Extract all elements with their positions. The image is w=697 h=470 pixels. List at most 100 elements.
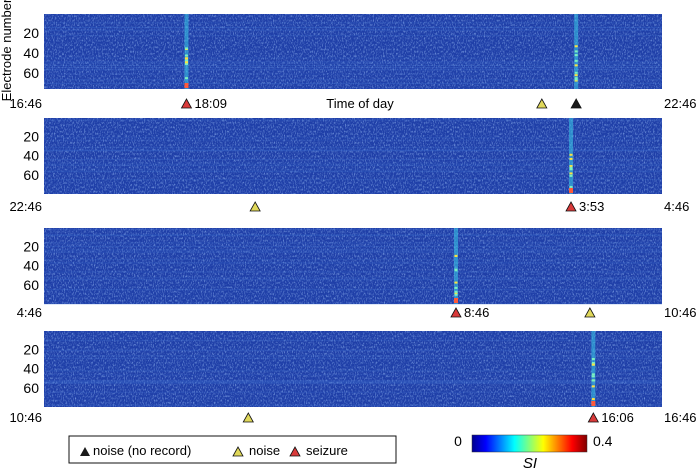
event-hotspot <box>454 268 458 271</box>
electrode-stripe <box>44 82 662 84</box>
electrode-stripe <box>44 57 662 59</box>
marker-seizure-icon <box>565 201 577 212</box>
electrode-stripe <box>44 171 662 173</box>
marker-noise-no-record-icon <box>570 98 582 109</box>
electrode-stripe <box>44 34 662 36</box>
event-hotspot <box>591 385 595 388</box>
electrode-stripe <box>44 150 662 152</box>
electrode-stripe <box>44 149 662 151</box>
electrode-stripe <box>44 158 662 160</box>
electrode-stripe <box>44 179 662 181</box>
event-hotspot <box>454 281 458 284</box>
event-hotspot <box>184 61 188 64</box>
colorbar-min-label: 0 <box>454 433 462 449</box>
legend-noise-icon <box>232 446 244 457</box>
event-hotspot <box>574 50 578 53</box>
electrode-stripe <box>44 26 662 28</box>
event-hotspot <box>569 157 573 160</box>
y-tick-label: 40 <box>23 45 39 61</box>
electrode-stripe <box>44 340 662 342</box>
electrode-stripe <box>44 69 662 71</box>
electrode-stripe <box>44 303 662 305</box>
electrode-stripe <box>44 249 662 251</box>
event-hotspot <box>574 74 578 77</box>
event-hotspot <box>569 174 573 177</box>
event-hotspot <box>454 293 458 296</box>
electrode-stripe <box>44 22 662 24</box>
electrode-stripe <box>44 170 662 172</box>
event-column <box>591 331 596 407</box>
event-hotspot <box>184 54 188 57</box>
electrode-stripe <box>44 374 662 376</box>
event-column <box>184 14 189 89</box>
electrode-stripe <box>44 64 662 66</box>
seizure-time-label: 16:06 <box>601 410 634 425</box>
electrode-stripe <box>44 164 662 166</box>
electrode-stripe <box>44 370 662 372</box>
event-hotspot <box>184 57 188 60</box>
electrode-stripe <box>44 382 662 384</box>
legend-noise-label: noise <box>249 443 280 458</box>
electrode-stripe <box>44 242 662 244</box>
heatmap-texture <box>44 14 662 89</box>
electrode-stripe <box>44 349 662 351</box>
electrode-stripe <box>44 137 662 139</box>
electrode-stripe <box>44 391 662 393</box>
panel-start-time: 4:46 <box>17 305 42 320</box>
marker-seizure-icon <box>180 98 193 109</box>
panel-end-time: 16:46 <box>664 410 697 425</box>
electrode-stripe <box>44 382 662 384</box>
electrode-stripe <box>44 251 662 253</box>
electrode-stripe <box>44 139 662 141</box>
y-tick-label: 20 <box>23 25 39 41</box>
y-tick-label: 40 <box>23 148 39 164</box>
y-axis-label: Electrode number <box>0 0 14 101</box>
electrode-stripe <box>44 350 662 352</box>
event-hotspot <box>454 292 458 295</box>
electrode-stripe <box>44 404 662 406</box>
electrode-stripe <box>44 79 662 81</box>
panel-end-time: 22:46 <box>664 96 697 111</box>
marker-noise-icon <box>584 307 596 318</box>
heatmap-texture <box>44 118 662 194</box>
panel-1: 20 40 60 16:46 22:46 18:09 <box>9 14 697 111</box>
event-hotspot <box>574 45 578 48</box>
event-hotspot <box>574 77 578 80</box>
event-hotspot <box>591 398 595 401</box>
y-tick-label: 60 <box>23 65 39 81</box>
event-hotspot <box>574 59 578 62</box>
electrode-stripe <box>44 63 662 65</box>
electrode-stripe <box>44 262 662 264</box>
panel-2: 20 40 60 22:46 4:46 3:53 <box>9 118 689 214</box>
event-hotspot <box>454 254 458 257</box>
marker-seizure-icon <box>587 412 600 423</box>
panel-3: 20 40 60 4:46 10:46 8:46 <box>17 228 697 320</box>
legend-frame <box>68 435 397 464</box>
electrode-stripe <box>44 149 662 151</box>
electrode-stripe <box>44 73 662 75</box>
electrode-stripe <box>44 229 662 231</box>
panel-end-time: 10:46 <box>664 305 697 320</box>
electrode-stripe <box>44 245 662 247</box>
event-hotspot <box>569 168 573 171</box>
panel-start-time: 22:46 <box>9 199 42 214</box>
seizure-time-label: 18:09 <box>194 96 227 111</box>
event-hotspot <box>184 47 188 50</box>
electrode-stripe <box>44 271 662 273</box>
event-hotspot <box>574 71 578 74</box>
panel-end-time: 4:46 <box>664 199 689 214</box>
colorbar-max-label: 0.4 <box>593 433 613 449</box>
colorbar: 0 0.4 SI <box>454 433 613 470</box>
legend-seizure-label: seizure <box>306 443 348 458</box>
electrode-stripe <box>44 380 662 382</box>
electrode-stripe <box>44 234 662 236</box>
event-hotspot <box>184 59 188 62</box>
y-tick-label: 20 <box>23 341 39 357</box>
event-hotspot <box>569 153 573 156</box>
electrode-stripe <box>44 355 662 357</box>
marker-noise-icon <box>536 98 548 109</box>
electrode-stripe <box>44 382 662 384</box>
seizure-time-label: 3:53 <box>579 199 604 214</box>
seizure-peak <box>184 83 189 88</box>
